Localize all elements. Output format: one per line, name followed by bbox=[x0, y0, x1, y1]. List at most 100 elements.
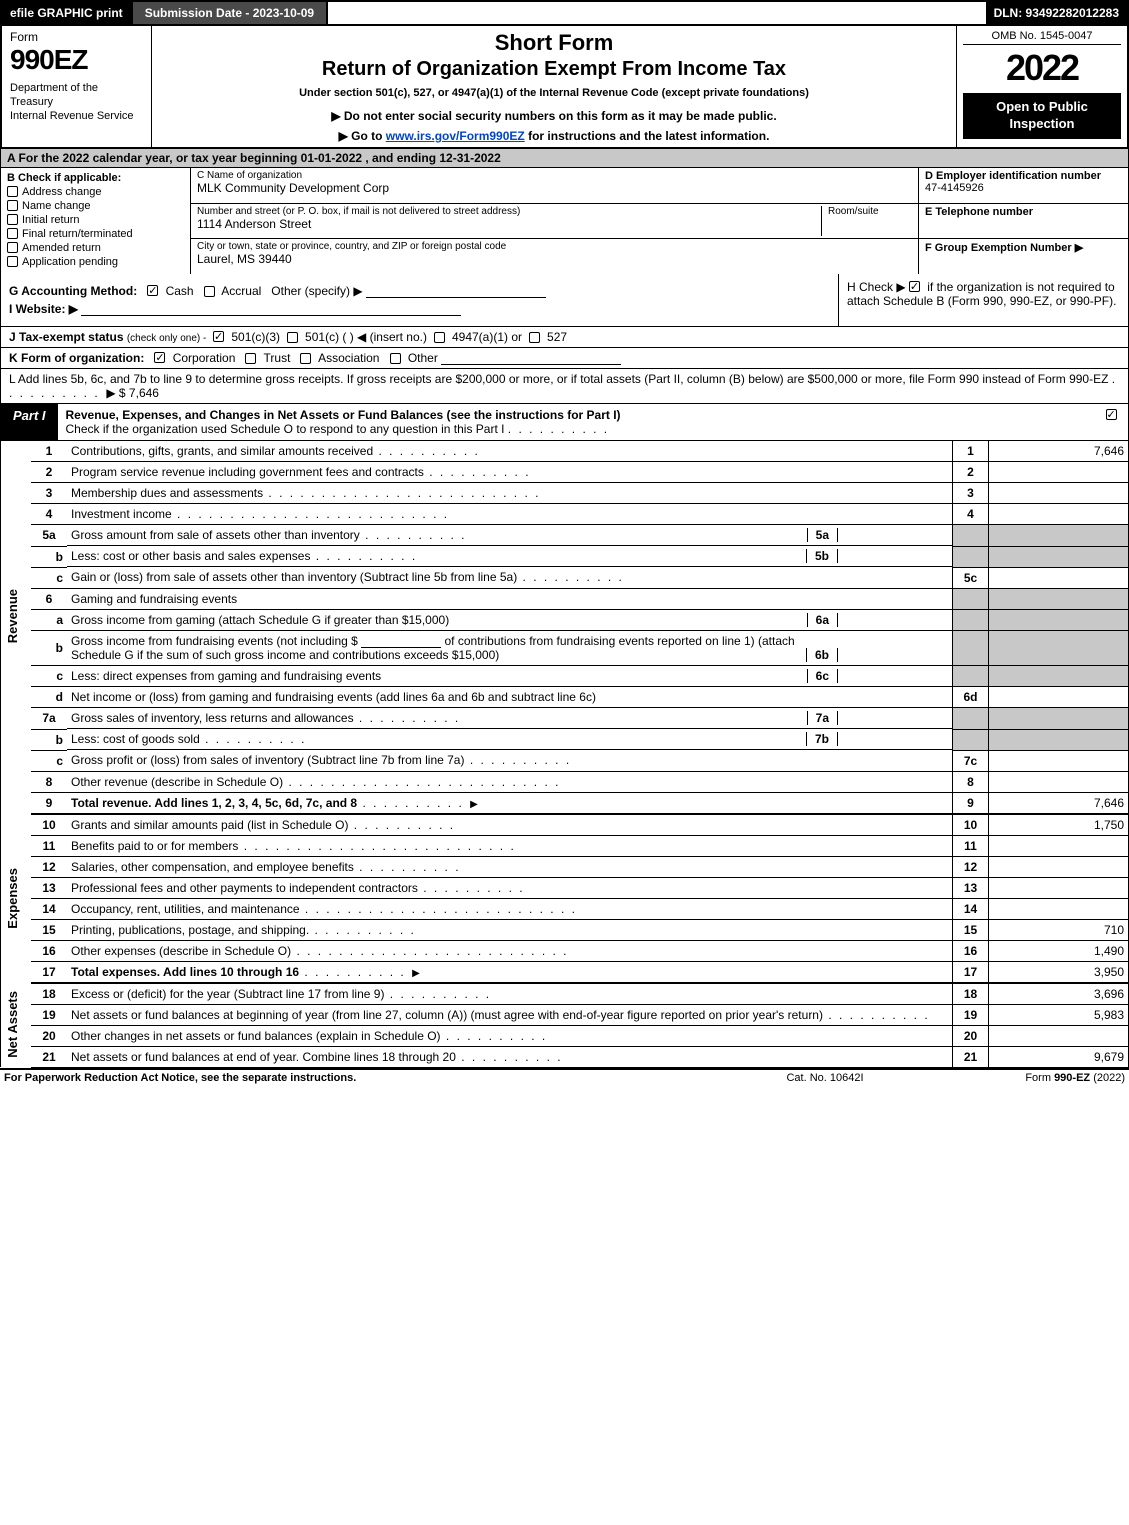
org-name-row: C Name of organization MLK Community Dev… bbox=[191, 168, 918, 204]
chk-initial-return[interactable]: Initial return bbox=[7, 214, 184, 226]
val-18: 3,696 bbox=[989, 983, 1129, 1005]
form-ref: Form 990-EZ (2022) bbox=[925, 1072, 1125, 1084]
telephone-label: E Telephone number bbox=[925, 206, 1122, 218]
chk-association[interactable] bbox=[300, 353, 311, 364]
chk-501c[interactable] bbox=[287, 332, 298, 343]
part1-title: Revenue, Expenses, and Changes in Net As… bbox=[58, 404, 1098, 440]
chk-address-change[interactable]: Address change bbox=[7, 186, 184, 198]
cat-no: Cat. No. 10642I bbox=[725, 1072, 925, 1084]
gih-block: G Accounting Method: Cash Accrual Other … bbox=[0, 274, 1129, 327]
line-6: 6Gaming and fundraising events bbox=[1, 588, 1129, 609]
irs-link[interactable]: www.irs.gov/Form990EZ bbox=[386, 129, 525, 143]
chk-name-change[interactable]: Name change bbox=[7, 200, 184, 212]
col-d-numbers: D Employer identification number 47-4145… bbox=[918, 168, 1128, 274]
ssn-warning: ▶ Do not enter social security numbers o… bbox=[160, 109, 948, 123]
line-15: 15Printing, publications, postage, and s… bbox=[1, 919, 1129, 940]
telephone-row: E Telephone number bbox=[919, 204, 1128, 240]
line-7c: cGross profit or (loss) from sales of in… bbox=[1, 750, 1129, 771]
note2-pre: ▶ Go to bbox=[339, 129, 386, 143]
line-18: Net Assets 18Excess or (deficit) for the… bbox=[1, 983, 1129, 1005]
dln: DLN: 93492282012283 bbox=[986, 2, 1127, 24]
chk-application-pending[interactable]: Application pending bbox=[7, 256, 184, 268]
line-6b: bGross income from fundraising events (n… bbox=[1, 631, 1129, 666]
line-2: 2Program service revenue including gover… bbox=[1, 462, 1129, 483]
form-subtitle: Under section 501(c), 527, or 4947(a)(1)… bbox=[160, 87, 948, 99]
line-6a: aGross income from gaming (attach Schedu… bbox=[1, 609, 1129, 631]
line-5c: cGain or (loss) from sale of assets othe… bbox=[1, 567, 1129, 588]
expenses-side-label: Expenses bbox=[5, 868, 27, 929]
val-17: 3,950 bbox=[989, 961, 1129, 983]
instructions-link-line: ▶ Go to www.irs.gov/Form990EZ for instru… bbox=[160, 129, 948, 143]
note2-post: for instructions and the latest informat… bbox=[525, 129, 770, 143]
chk-4947[interactable] bbox=[434, 332, 445, 343]
room-label: Room/suite bbox=[828, 206, 912, 217]
other-specify-input[interactable] bbox=[366, 285, 546, 298]
form-header: Form 990EZ Department of the Treasury In… bbox=[0, 26, 1129, 147]
short-form-label: Short Form bbox=[160, 30, 948, 56]
revenue-table: Revenue 1Contributions, gifts, grants, a… bbox=[0, 441, 1129, 1068]
col-c-org: C Name of organization MLK Community Dev… bbox=[191, 168, 918, 274]
line-1: Revenue 1Contributions, gifts, grants, a… bbox=[1, 441, 1129, 462]
org-info-block: B Check if applicable: Address change Na… bbox=[0, 168, 1129, 274]
group-exemption-row: F Group Exemption Number ▶ bbox=[919, 239, 1128, 274]
row-j: J Tax-exempt status (check only one) - 5… bbox=[0, 327, 1129, 348]
top-bar: efile GRAPHIC print Submission Date - 20… bbox=[0, 0, 1129, 26]
omb-number: OMB No. 1545-0047 bbox=[963, 30, 1121, 45]
city-label: City or town, state or province, country… bbox=[197, 241, 912, 252]
gross-receipts: ▶ $ 7,646 bbox=[106, 386, 159, 400]
revenue-side-label: Revenue bbox=[5, 589, 27, 643]
val-10: 1,750 bbox=[989, 814, 1129, 836]
val-9: 7,646 bbox=[989, 792, 1129, 814]
street-label: Number and street (or P. O. box, if mail… bbox=[197, 206, 815, 217]
line-10: Expenses 10Grants and similar amounts pa… bbox=[1, 814, 1129, 836]
line-4: 4Investment income4 bbox=[1, 504, 1129, 525]
chk-schedule-b[interactable] bbox=[909, 281, 920, 292]
line-16: 16Other expenses (describe in Schedule O… bbox=[1, 940, 1129, 961]
line-21: 21Net assets or fund balances at end of … bbox=[1, 1046, 1129, 1067]
chk-corporation[interactable] bbox=[154, 352, 165, 363]
city: Laurel, MS 39440 bbox=[197, 252, 912, 266]
part1-header: Part I Revenue, Expenses, and Changes in… bbox=[0, 404, 1129, 441]
row-a-tax-year: A For the 2022 calendar year, or tax yea… bbox=[0, 147, 1129, 168]
form-word: Form bbox=[10, 30, 143, 44]
ein-row: D Employer identification number 47-4145… bbox=[919, 168, 1128, 204]
chk-amended-return[interactable]: Amended return bbox=[7, 242, 184, 254]
val-15: 710 bbox=[989, 919, 1129, 940]
line-6d: dNet income or (loss) from gaming and fu… bbox=[1, 687, 1129, 708]
val-1: 7,646 bbox=[989, 441, 1129, 462]
chk-501c3[interactable] bbox=[213, 331, 224, 342]
website-input[interactable] bbox=[81, 303, 461, 316]
form-number: 990EZ bbox=[10, 44, 143, 76]
line-12: 12Salaries, other compensation, and empl… bbox=[1, 856, 1129, 877]
chk-other-org[interactable] bbox=[390, 353, 401, 364]
val-21: 9,679 bbox=[989, 1046, 1129, 1067]
part1-schedule-o-chk[interactable] bbox=[1098, 404, 1128, 440]
chk-cash[interactable] bbox=[147, 285, 158, 296]
row-g: G Accounting Method: Cash Accrual Other … bbox=[9, 284, 830, 298]
chk-accrual[interactable] bbox=[204, 286, 215, 297]
street: 1114 Anderson Street bbox=[197, 217, 815, 231]
line-6c: cLess: direct expenses from gaming and f… bbox=[1, 666, 1129, 687]
page-footer: For Paperwork Reduction Act Notice, see … bbox=[0, 1068, 1129, 1086]
part1-tab: Part I bbox=[1, 404, 58, 440]
line-13: 13Professional fees and other payments t… bbox=[1, 877, 1129, 898]
org-city-row: City or town, state or province, country… bbox=[191, 239, 918, 274]
paperwork-notice: For Paperwork Reduction Act Notice, see … bbox=[4, 1072, 725, 1084]
row-k: K Form of organization: Corporation Trus… bbox=[0, 348, 1129, 369]
row-i: I Website: ▶ bbox=[9, 302, 830, 316]
line-14: 14Occupancy, rent, utilities, and mainte… bbox=[1, 898, 1129, 919]
submission-date: Submission Date - 2023-10-09 bbox=[131, 2, 328, 24]
form-id-block: Form 990EZ Department of the Treasury In… bbox=[2, 26, 152, 147]
line-7b: bLess: cost of goods sold7b bbox=[1, 729, 1129, 750]
form-meta-block: OMB No. 1545-0047 2022 Open to Public In… bbox=[957, 26, 1127, 147]
chk-trust[interactable] bbox=[245, 353, 256, 364]
form-title: Return of Organization Exempt From Incom… bbox=[160, 58, 948, 81]
tax-year: 2022 bbox=[963, 47, 1121, 89]
ein-label: D Employer identification number bbox=[925, 170, 1122, 182]
chk-final-return[interactable]: Final return/terminated bbox=[7, 228, 184, 240]
spacer bbox=[328, 2, 985, 24]
org-street-row: Number and street (or P. O. box, if mail… bbox=[191, 204, 918, 240]
row-h: H Check ▶ if the organization is not req… bbox=[838, 274, 1128, 326]
other-org-input[interactable] bbox=[441, 352, 621, 365]
chk-527[interactable] bbox=[529, 332, 540, 343]
